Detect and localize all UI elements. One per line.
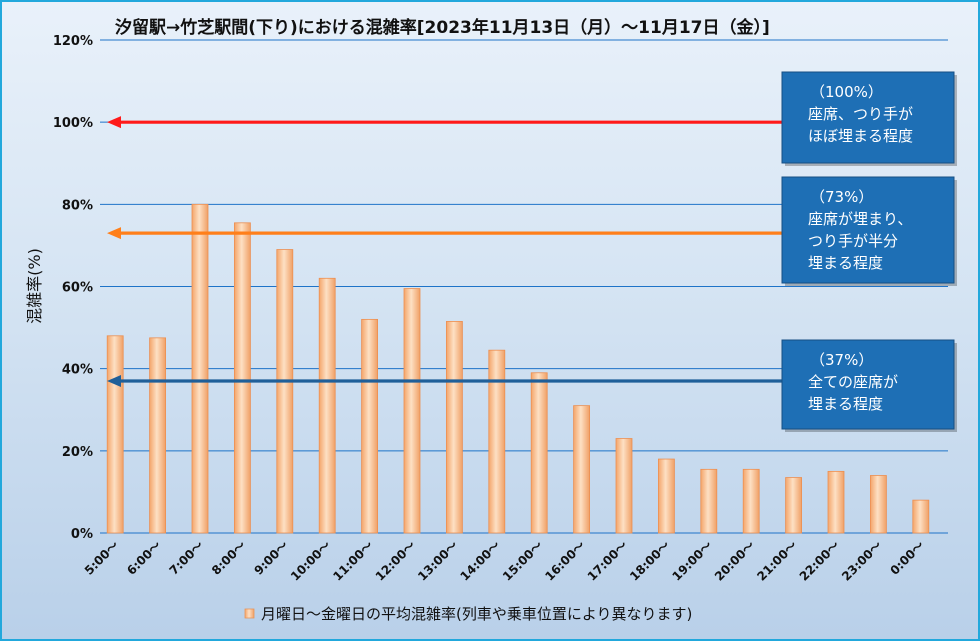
- x-tick-label: 14:00～: [458, 538, 503, 583]
- x-tick-label: 22:00～: [797, 538, 842, 583]
- x-tick-label: 0:00～: [887, 538, 926, 577]
- reference-arrowhead: [107, 116, 121, 129]
- bar: [742, 468, 760, 534]
- x-tick-label: 16:00～: [542, 538, 587, 583]
- callout-text-line: 座席が埋まり、: [808, 210, 912, 228]
- y-tick-label: 20%: [62, 445, 93, 460]
- reference-lines: [107, 116, 782, 387]
- x-tick-label: 18:00～: [627, 538, 672, 583]
- chart-title: 汐留駅→竹芝駅間(下り)における混雑率[2023年11月13日（月）～11月17…: [115, 17, 770, 38]
- legend-label: 月曜日～金曜日の平均混雑率(列車や乗車位置により異なります): [261, 605, 692, 623]
- callout-text-line: 全ての座席が: [808, 373, 898, 391]
- x-tick-label: 9:00～: [251, 538, 290, 577]
- reference-arrowhead: [107, 227, 121, 240]
- bar: [785, 477, 802, 534]
- callout-percent: （100%）: [810, 83, 883, 101]
- bar: [700, 468, 718, 534]
- bar: [658, 458, 675, 534]
- bar: [615, 438, 633, 534]
- y-axis-label: 混雑率(%): [25, 248, 44, 324]
- bar: [403, 288, 421, 534]
- legend: 月曜日～金曜日の平均混雑率(列車や乗車位置により異なります): [244, 605, 692, 623]
- x-tick-label: 13:00～: [415, 538, 460, 583]
- x-tick-label: 15:00～: [500, 538, 545, 583]
- x-tick-label: 7:00～: [167, 538, 206, 577]
- bar: [870, 475, 887, 534]
- y-tick-label: 120%: [53, 34, 93, 49]
- bar: [573, 405, 590, 534]
- y-axis-ticks: 0% 20% 40% 60% 80% 100% 120%: [53, 34, 93, 542]
- callout-text-line: つり手が半分: [808, 232, 898, 250]
- bar: [276, 249, 294, 534]
- x-tick-label: 23:00～: [839, 538, 884, 583]
- callout-text-line: 埋まる程度: [808, 395, 883, 413]
- bar: [191, 203, 209, 534]
- bar: [318, 277, 336, 534]
- bar: [233, 222, 251, 534]
- x-tick-label: 17:00～: [585, 538, 630, 583]
- callout-text-line: 座席、つり手が: [808, 105, 913, 123]
- x-tick-label: 8:00～: [209, 538, 248, 577]
- y-tick-label: 80%: [62, 198, 93, 213]
- bars: [106, 203, 930, 534]
- callout-box: [781, 176, 955, 284]
- callout-text-line: ほぼ埋まる程度: [808, 127, 913, 145]
- x-axis-ticks: 5:00～ 6:00～ 7:00～ 8:00～ 9:00～10:00～11:00～12:…: [82, 538, 927, 583]
- bar: [361, 318, 379, 534]
- bar: [827, 470, 845, 534]
- bar: [445, 321, 463, 534]
- x-tick-label: 5:00～: [82, 538, 121, 577]
- callout-text-line: 埋まる程度: [808, 254, 883, 272]
- y-tick-label: 60%: [62, 281, 93, 296]
- x-tick-label: 10:00～: [288, 538, 333, 583]
- bar: [530, 372, 548, 534]
- x-tick-label: 12:00～: [373, 538, 418, 583]
- x-tick-label: 11:00～: [330, 538, 375, 583]
- reference-arrowhead: [107, 374, 121, 387]
- bar: [106, 335, 124, 534]
- y-tick-label: 100%: [53, 116, 93, 131]
- x-tick-label: 6:00～: [124, 538, 163, 577]
- bar: [912, 499, 930, 534]
- callout-box: [781, 71, 955, 164]
- bar: [488, 349, 506, 534]
- x-tick-label: 19:00～: [670, 538, 715, 583]
- bar: [149, 337, 167, 534]
- legend-swatch: [244, 608, 255, 619]
- x-tick-label: 21:00～: [754, 538, 799, 583]
- callout-box: [781, 339, 955, 430]
- y-tick-label: 40%: [62, 363, 93, 378]
- x-tick-label: 20:00～: [712, 538, 757, 583]
- callout-percent: （73%）: [810, 188, 873, 206]
- callout-percent: （37%）: [810, 351, 873, 369]
- y-tick-label: 0%: [71, 527, 93, 542]
